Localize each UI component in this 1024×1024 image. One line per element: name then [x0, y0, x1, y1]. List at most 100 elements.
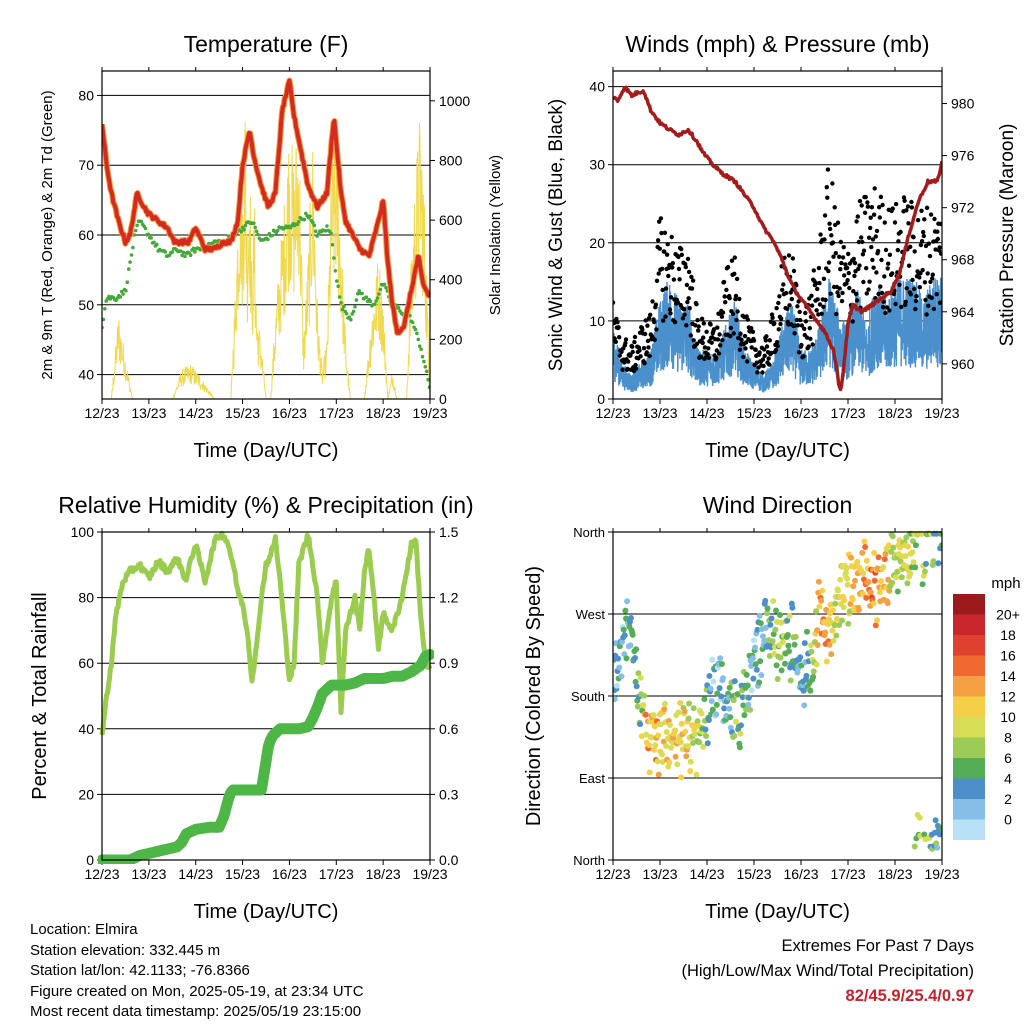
panel-3: 0 20 40 60 80 100 0.0 0.3 0.6 0.9 1.2 1.5 12/23 13/23…: [29, 492, 474, 923]
direction-point: [801, 702, 808, 709]
gust-point: [661, 318, 666, 323]
direction-point: [761, 637, 768, 644]
x-tick-label: 14/23: [689, 405, 724, 421]
gust-point: [841, 245, 846, 250]
direction-point: [910, 559, 917, 566]
direction-point: [874, 617, 880, 624]
gust-point: [928, 212, 934, 217]
gust-point: [776, 300, 781, 306]
direction-point: [770, 631, 777, 638]
gust-point: [874, 228, 880, 234]
gust-point: [899, 304, 904, 310]
dewpoint-point: [270, 233, 274, 238]
direction-point: [738, 722, 744, 729]
direction-point: [708, 698, 715, 705]
gust-point: [693, 323, 698, 328]
gust-point: [922, 280, 928, 285]
direction-point: [822, 629, 829, 636]
dewpoint-point: [102, 317, 106, 322]
dewpoint-point: [377, 292, 381, 296]
dewpoint-point: [351, 309, 356, 314]
gust-point: [628, 353, 633, 358]
x-tick-label: 16/23: [783, 405, 818, 421]
direction-point: [863, 557, 870, 564]
colorbar-label: 16: [1000, 648, 1016, 664]
direction-point: [744, 682, 751, 689]
x-tick-label: 15/23: [225, 866, 260, 882]
direction-point: [884, 600, 891, 607]
gust-point: [836, 293, 841, 299]
direction-point: [814, 642, 821, 648]
gust-point: [859, 235, 864, 240]
y-tick-label: 60: [78, 655, 94, 671]
gust-point: [861, 248, 867, 253]
gust-point: [728, 334, 733, 339]
dewpoint-point: [266, 237, 270, 242]
colorbar-label: 18: [1000, 627, 1016, 643]
direction-point: [707, 685, 714, 692]
gust-point: [921, 229, 926, 235]
dewpoint-point: [333, 269, 338, 273]
chart-title: Relative Humidity (%) & Precipitation (i…: [58, 492, 473, 518]
direction-point: [830, 637, 837, 644]
direction-point: [784, 632, 791, 638]
gust-point: [866, 235, 872, 240]
gust-point: [871, 212, 877, 217]
direction-point: [860, 570, 867, 577]
extremes-values: 82/45.9/25.4/0.97: [845, 987, 974, 1005]
gust-point: [855, 298, 860, 303]
gust-point: [742, 333, 748, 339]
direction-point: [785, 642, 792, 649]
direction-point: [651, 723, 658, 730]
direction-point: [808, 648, 815, 655]
x-tick-label: 13/23: [642, 866, 677, 882]
direction-point: [835, 587, 841, 594]
direction-point: [700, 743, 707, 750]
y-tick-label: 40: [78, 367, 94, 383]
y-tick-label: North: [573, 853, 605, 868]
colorbar-swatch: [953, 655, 985, 676]
direction-point: [867, 589, 874, 596]
dewpoint-point: [302, 217, 307, 222]
gust-point: [667, 262, 672, 268]
colorbar-swatch: [953, 717, 985, 738]
direction-point: [638, 733, 645, 740]
direction-point: [859, 549, 866, 556]
extremes-heading: Extremes For Past 7 Days: [781, 937, 974, 955]
gust-point: [778, 321, 783, 327]
direction-point: [709, 656, 716, 663]
gust-point: [930, 276, 935, 281]
gust-point: [926, 303, 931, 308]
direction-point: [677, 739, 684, 746]
dewpoint-point: [129, 253, 134, 257]
dewpoint-point: [413, 327, 418, 332]
direction-point: [848, 554, 854, 561]
colorbar-swatch: [953, 594, 985, 615]
direction-point: [640, 702, 647, 709]
gust-point: [790, 256, 796, 261]
gust-point: [850, 319, 855, 324]
gust-point: [633, 362, 638, 368]
gust-point: [796, 299, 801, 304]
direction-point: [657, 721, 664, 728]
y-tick-label: 30: [589, 157, 605, 173]
direction-point: [641, 692, 647, 699]
gust-point: [684, 323, 689, 328]
direction-point: [800, 687, 807, 694]
dewpoint-point: [126, 267, 131, 271]
direction-point: [832, 600, 839, 607]
direction-point: [655, 732, 662, 739]
gust-point: [845, 278, 850, 283]
gust-point: [817, 280, 822, 286]
dewpoint-point: [193, 250, 197, 254]
gust-point: [884, 305, 890, 310]
pressure-line: [613, 85, 942, 392]
gust-point: [860, 239, 865, 245]
dewpoint-point: [180, 253, 184, 258]
direction-point: [743, 671, 750, 678]
x-tick-label: 17/23: [830, 866, 865, 882]
gust-point: [890, 271, 895, 276]
gust-point: [689, 286, 695, 291]
gust-point: [777, 294, 782, 299]
direction-point: [813, 608, 819, 615]
